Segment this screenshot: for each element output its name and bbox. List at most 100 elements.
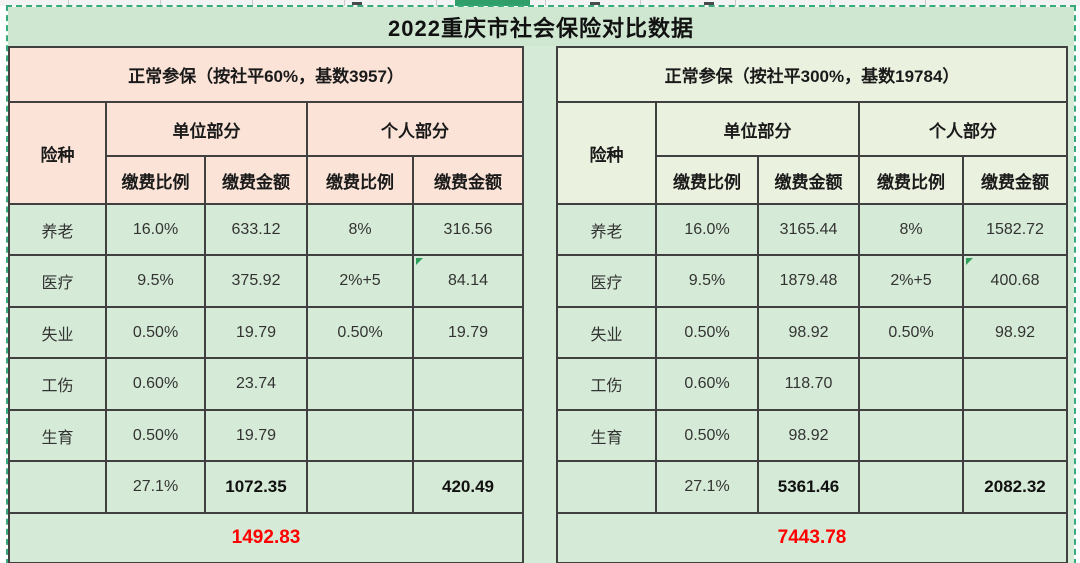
clipped-text-mark bbox=[352, 2, 362, 5]
cell-personal-ratio[interactable] bbox=[306, 409, 414, 462]
cell-personal-ratio[interactable] bbox=[858, 357, 964, 411]
cell-grand-total[interactable]: 1492.83 bbox=[7, 512, 525, 563]
table-caption-cell[interactable]: 正常参保（按社平300%，基数19784） bbox=[555, 46, 1069, 103]
cell-insurance-name[interactable]: 工伤 bbox=[556, 357, 657, 411]
cell-insurance-name[interactable]: 失业 bbox=[556, 306, 657, 359]
grid-colline bbox=[830, 0, 831, 6]
cell-employer-amount[interactable]: 98.92 bbox=[757, 306, 860, 359]
cell-employer-amount[interactable]: 375.92 bbox=[204, 254, 308, 308]
header-employer-part[interactable]: 单位部分 bbox=[105, 101, 308, 157]
table-row: 养老 16.0% 3165.44 8% 1582.72 bbox=[556, 203, 1069, 256]
cell-employer-ratio[interactable]: 0.50% bbox=[655, 306, 759, 359]
cell-subtotal-employer-amount[interactable]: 1072.35 bbox=[204, 460, 308, 514]
cell-insurance-name[interactable]: 失业 bbox=[8, 306, 107, 359]
cell-subtotal-employer-ratio[interactable]: 27.1% bbox=[655, 460, 759, 514]
cell-grand-total[interactable]: 7443.78 bbox=[555, 512, 1069, 563]
header-personal-part[interactable]: 个人部分 bbox=[305, 101, 525, 157]
cell-personal-amount[interactable]: 98.92 bbox=[961, 306, 1069, 359]
header-personal-ratio[interactable]: 缴费比例 bbox=[858, 155, 964, 205]
cell-value: 84.14 bbox=[447, 272, 489, 289]
cell-blank[interactable] bbox=[858, 460, 964, 514]
header-personal-part[interactable]: 个人部分 bbox=[857, 101, 1069, 157]
header-employer-amount[interactable]: 缴费金额 bbox=[204, 155, 308, 205]
cell-employer-ratio[interactable]: 0.50% bbox=[105, 409, 206, 462]
header-personal-amount[interactable]: 缴费金额 bbox=[961, 155, 1069, 205]
header-employer-part[interactable]: 单位部分 bbox=[655, 101, 860, 157]
cell-employer-amount[interactable]: 633.12 bbox=[204, 203, 308, 256]
table-row: 生育 0.50% 98.92 bbox=[556, 409, 1069, 462]
cell-insurance-name[interactable]: 医疗 bbox=[8, 254, 107, 308]
cell-subtotal-personal-amount[interactable]: 2082.32 bbox=[961, 460, 1069, 514]
cell-employer-ratio[interactable]: 0.60% bbox=[105, 357, 206, 411]
cell-employer-amount[interactable]: 3165.44 bbox=[757, 203, 860, 256]
cell-employer-amount[interactable]: 98.92 bbox=[757, 409, 860, 462]
grid-colline bbox=[252, 0, 253, 6]
cell-employer-ratio[interactable]: 0.50% bbox=[655, 409, 759, 462]
header-personal-amount[interactable]: 缴费金额 bbox=[411, 155, 525, 205]
cell-employer-amount[interactable]: 23.74 bbox=[204, 357, 308, 411]
cell-insurance-name[interactable]: 工伤 bbox=[8, 357, 107, 411]
cell-insurance-name[interactable]: 生育 bbox=[556, 409, 657, 462]
grand-total-row: 7443.78 bbox=[555, 512, 1069, 563]
cell-employer-amount[interactable]: 19.79 bbox=[204, 306, 308, 359]
grand-total-row: 1492.83 bbox=[7, 512, 525, 563]
cell-personal-ratio[interactable]: 8% bbox=[306, 203, 414, 256]
cell-flag-icon bbox=[966, 258, 973, 265]
cell-subtotal-employer-ratio[interactable]: 27.1% bbox=[105, 460, 206, 514]
cell-personal-amount[interactable] bbox=[411, 409, 525, 462]
table-row: 工伤 0.60% 118.70 bbox=[556, 357, 1069, 411]
cell-personal-ratio[interactable]: 8% bbox=[858, 203, 964, 256]
header-employer-ratio[interactable]: 缴费比例 bbox=[655, 155, 759, 205]
clipped-text-mark bbox=[704, 2, 714, 5]
selection-area: 2022重庆市社会保险对比数据 正常参保（按社平60%，基数3957） 险种 单… bbox=[6, 5, 1076, 563]
cell-personal-ratio[interactable]: 0.50% bbox=[858, 306, 964, 359]
cell-personal-amount[interactable]: 84.14 bbox=[411, 254, 525, 308]
cell-employer-ratio[interactable]: 9.5% bbox=[655, 254, 759, 308]
cell-personal-amount[interactable]: 1582.72 bbox=[961, 203, 1069, 256]
cell-blank[interactable] bbox=[556, 460, 657, 514]
table-social-base60: 正常参保（按社平60%，基数3957） 险种 单位部分 个人部分 缴费比例 缴费… bbox=[7, 46, 525, 563]
cell-personal-amount[interactable] bbox=[411, 357, 525, 411]
table-row: 失业 0.50% 98.92 0.50% 98.92 bbox=[556, 306, 1069, 359]
cell-personal-ratio[interactable]: 2%+5 bbox=[858, 254, 964, 308]
cell-employer-ratio[interactable]: 16.0% bbox=[655, 203, 759, 256]
header-insurance-type[interactable]: 险种 bbox=[556, 101, 657, 205]
cell-personal-ratio[interactable] bbox=[306, 357, 414, 411]
cell-employer-ratio[interactable]: 0.50% bbox=[105, 306, 206, 359]
cell-employer-ratio[interactable]: 0.60% bbox=[655, 357, 759, 411]
cell-personal-amount[interactable]: 316.56 bbox=[411, 203, 525, 256]
cell-insurance-name[interactable]: 生育 bbox=[8, 409, 107, 462]
cell-flag-icon bbox=[416, 258, 423, 265]
cell-employer-amount[interactable]: 118.70 bbox=[757, 357, 860, 411]
cell-employer-amount[interactable]: 1879.48 bbox=[757, 254, 860, 308]
cell-employer-ratio[interactable]: 16.0% bbox=[105, 203, 206, 256]
table-caption-cell[interactable]: 正常参保（按社平60%，基数3957） bbox=[7, 46, 525, 103]
header-employer-amount[interactable]: 缴费金额 bbox=[757, 155, 860, 205]
grid-colline bbox=[160, 0, 161, 6]
cell-subtotal-employer-amount[interactable]: 5361.46 bbox=[757, 460, 860, 514]
cell-insurance-name[interactable]: 养老 bbox=[556, 203, 657, 256]
cell-blank[interactable] bbox=[306, 460, 414, 514]
cell-personal-amount[interactable]: 19.79 bbox=[411, 306, 525, 359]
cell-insurance-name[interactable]: 养老 bbox=[8, 203, 107, 256]
cell-personal-amount[interactable] bbox=[961, 357, 1069, 411]
grid-colline bbox=[925, 0, 926, 6]
cell-subtotal-personal-amount[interactable]: 420.49 bbox=[411, 460, 525, 514]
cell-personal-amount[interactable] bbox=[961, 409, 1069, 462]
header-insurance-type[interactable]: 险种 bbox=[8, 101, 107, 205]
cell-personal-amount[interactable]: 400.68 bbox=[961, 254, 1069, 308]
header-personal-ratio[interactable]: 缴费比例 bbox=[306, 155, 414, 205]
cell-insurance-name[interactable]: 医疗 bbox=[556, 254, 657, 308]
sheet-title-cell[interactable]: 2022重庆市社会保险对比数据 bbox=[8, 7, 1074, 46]
subtotal-row: 27.1% 5361.46 2082.32 bbox=[556, 460, 1069, 514]
cell-personal-ratio[interactable] bbox=[858, 409, 964, 462]
header-employer-ratio[interactable]: 缴费比例 bbox=[105, 155, 206, 205]
grid-colline bbox=[436, 0, 437, 6]
grid-colline bbox=[344, 0, 345, 6]
cell-employer-amount[interactable]: 19.79 bbox=[204, 409, 308, 462]
cell-personal-ratio[interactable]: 2%+5 bbox=[306, 254, 414, 308]
cell-employer-ratio[interactable]: 9.5% bbox=[105, 254, 206, 308]
cell-personal-ratio[interactable]: 0.50% bbox=[306, 306, 414, 359]
cell-blank[interactable] bbox=[8, 460, 107, 514]
